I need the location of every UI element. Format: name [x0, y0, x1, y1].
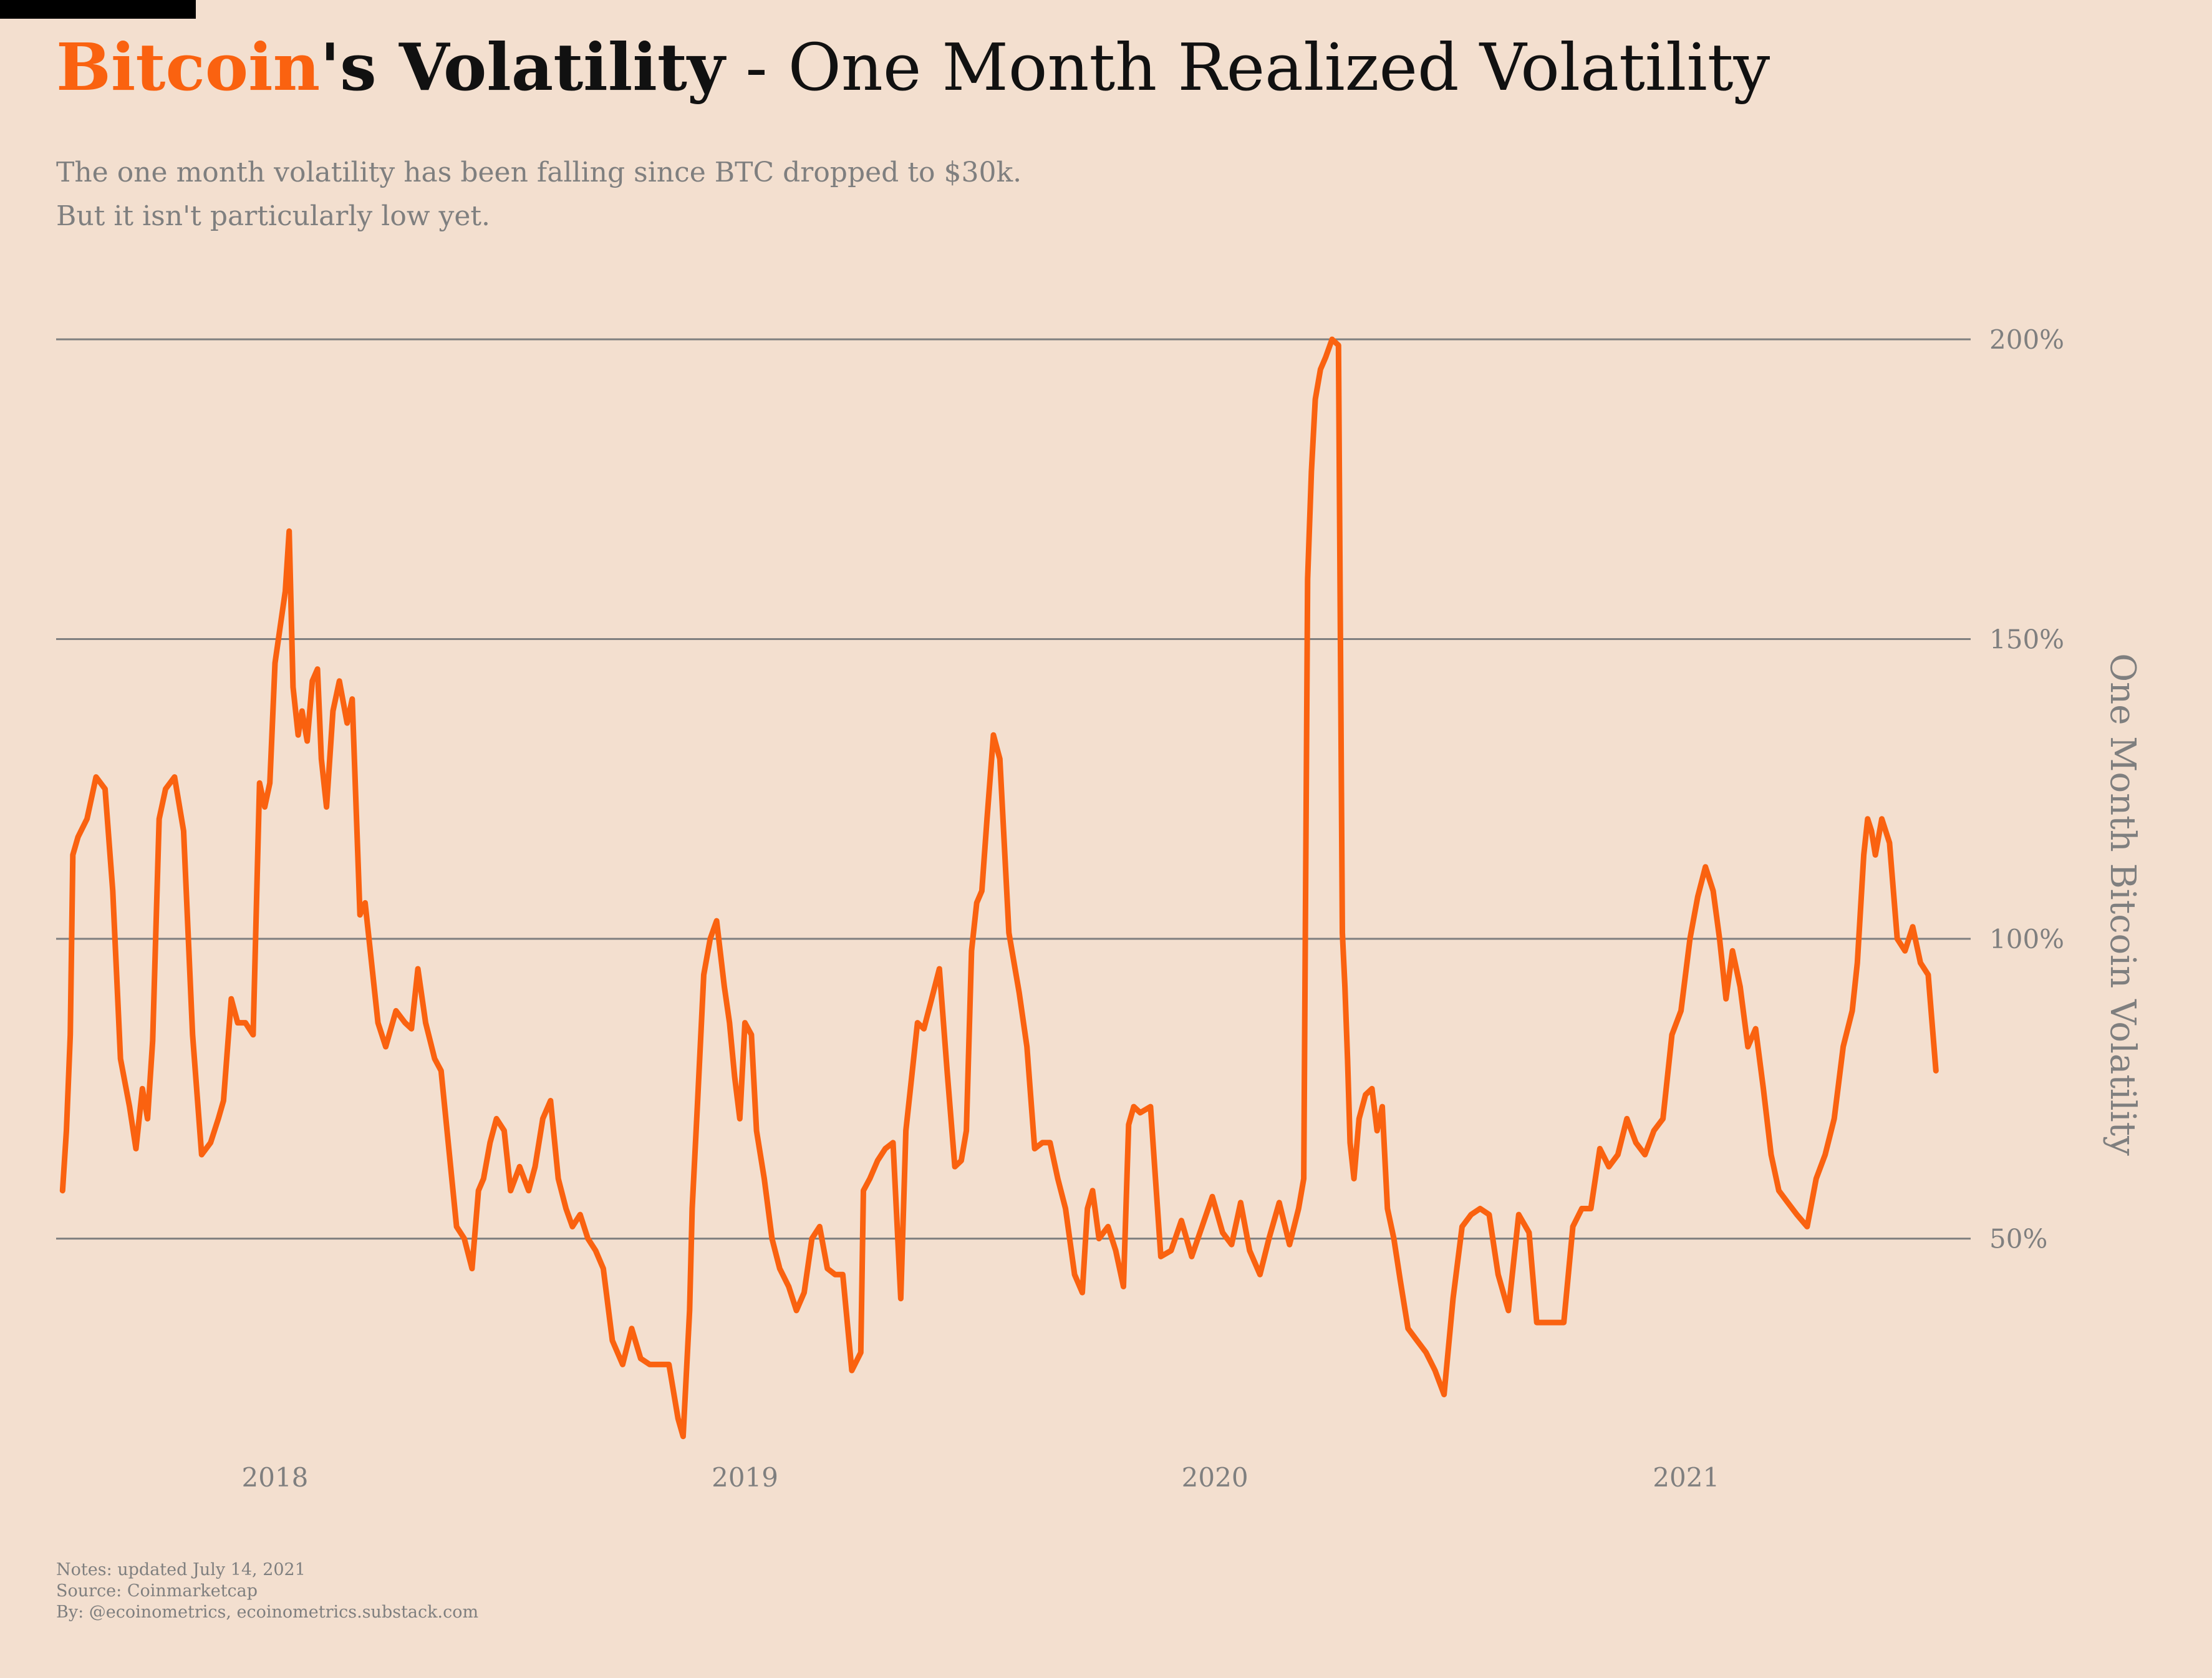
corner-accent-bar — [0, 0, 196, 19]
title-brand: Bitcoin — [56, 29, 321, 105]
x-tick-label: 2019 — [712, 1462, 778, 1493]
chart-subtitle: The one month volatility has been fallin… — [56, 151, 1021, 238]
y-tick-label: 150% — [1989, 624, 2064, 655]
y-tick-label: 100% — [1989, 924, 2064, 954]
chart-title: Bitcoin's Volatility - One Month Realize… — [56, 30, 1770, 105]
title-bold: 's Volatility — [320, 29, 725, 105]
subtitle-line-2: But it isn't particularly low yet. — [56, 200, 491, 232]
y-axis-label: One Month Bitcoin Volatility — [2102, 653, 2143, 1156]
x-tick-label: 2018 — [242, 1462, 309, 1493]
volatility-line — [59, 336, 1939, 1440]
y-tick-label: 50% — [1989, 1224, 2047, 1254]
x-tick-labels: 2018 2019 2020 2021 — [242, 1462, 1720, 1493]
subtitle-line-1: The one month volatility has been fallin… — [56, 157, 1022, 188]
footer-notes: Notes: updated July 14, 2021 Source: Coi… — [56, 1559, 478, 1623]
grid-lines — [56, 338, 1971, 1240]
notes-source: Source: Coinmarketcap — [56, 1581, 258, 1601]
notes-updated: Notes: updated July 14, 2021 — [56, 1560, 306, 1579]
x-tick-label: 2021 — [1653, 1462, 1719, 1493]
y-tick-labels: 50% 100% 150% 200% — [1989, 324, 2064, 1254]
x-tick-label: 2020 — [1182, 1462, 1248, 1493]
y-tick-label: 200% — [1989, 324, 2064, 355]
notes-by: By: @ecoinometrics, ecoinometrics.substa… — [56, 1603, 479, 1622]
title-rest: - One Month Realized Volatility — [725, 29, 1770, 105]
